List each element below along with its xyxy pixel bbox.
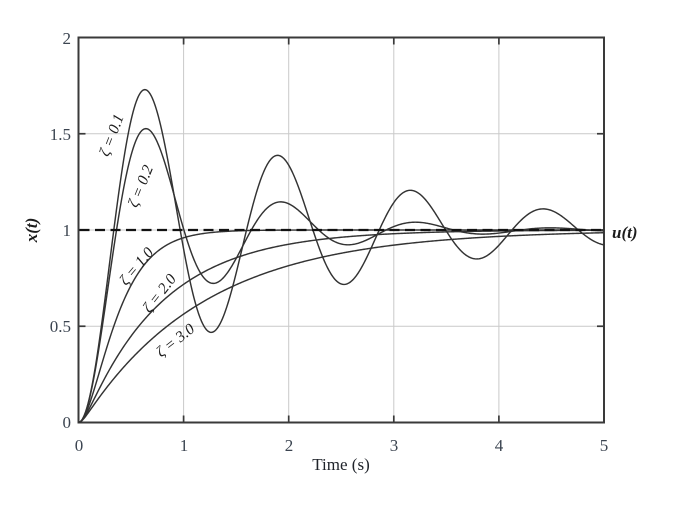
curve-label-zeta-0-2: ζ = 0.2 xyxy=(125,163,157,210)
reference-line-label: u(t) xyxy=(612,223,638,242)
chart-layers xyxy=(77,36,605,424)
curve-zeta-3 xyxy=(78,231,605,424)
xtick-label-3: 3 xyxy=(390,436,399,455)
ytick-label-0: 0 xyxy=(63,413,72,432)
curve-label-zeta-1-0: ζ = 1.0 xyxy=(116,244,157,289)
xtick-label-0: 0 xyxy=(75,436,84,455)
curve-zeta-0-2 xyxy=(78,127,605,424)
xtick-label-5: 5 xyxy=(600,436,609,455)
curve-zeta-0-1 xyxy=(78,88,605,424)
ytick-label-0_5: 0.5 xyxy=(50,317,71,336)
xtick-label-4: 4 xyxy=(495,436,504,455)
ytick-label-1_5: 1.5 xyxy=(50,125,71,144)
xtick-label-2: 2 xyxy=(285,436,294,455)
y-axis-label: x(t) xyxy=(22,218,41,244)
xtick-label-1: 1 xyxy=(180,436,189,455)
ytick-label-1: 1 xyxy=(63,221,72,240)
x-axis-label: Time (s) xyxy=(312,455,369,474)
ytick-label-2: 2 xyxy=(63,29,72,48)
curve-label-zeta-2-0: ζ = 2.0 xyxy=(140,271,181,316)
curve-label-zeta-0-1: ζ = 0.1 xyxy=(96,112,128,159)
